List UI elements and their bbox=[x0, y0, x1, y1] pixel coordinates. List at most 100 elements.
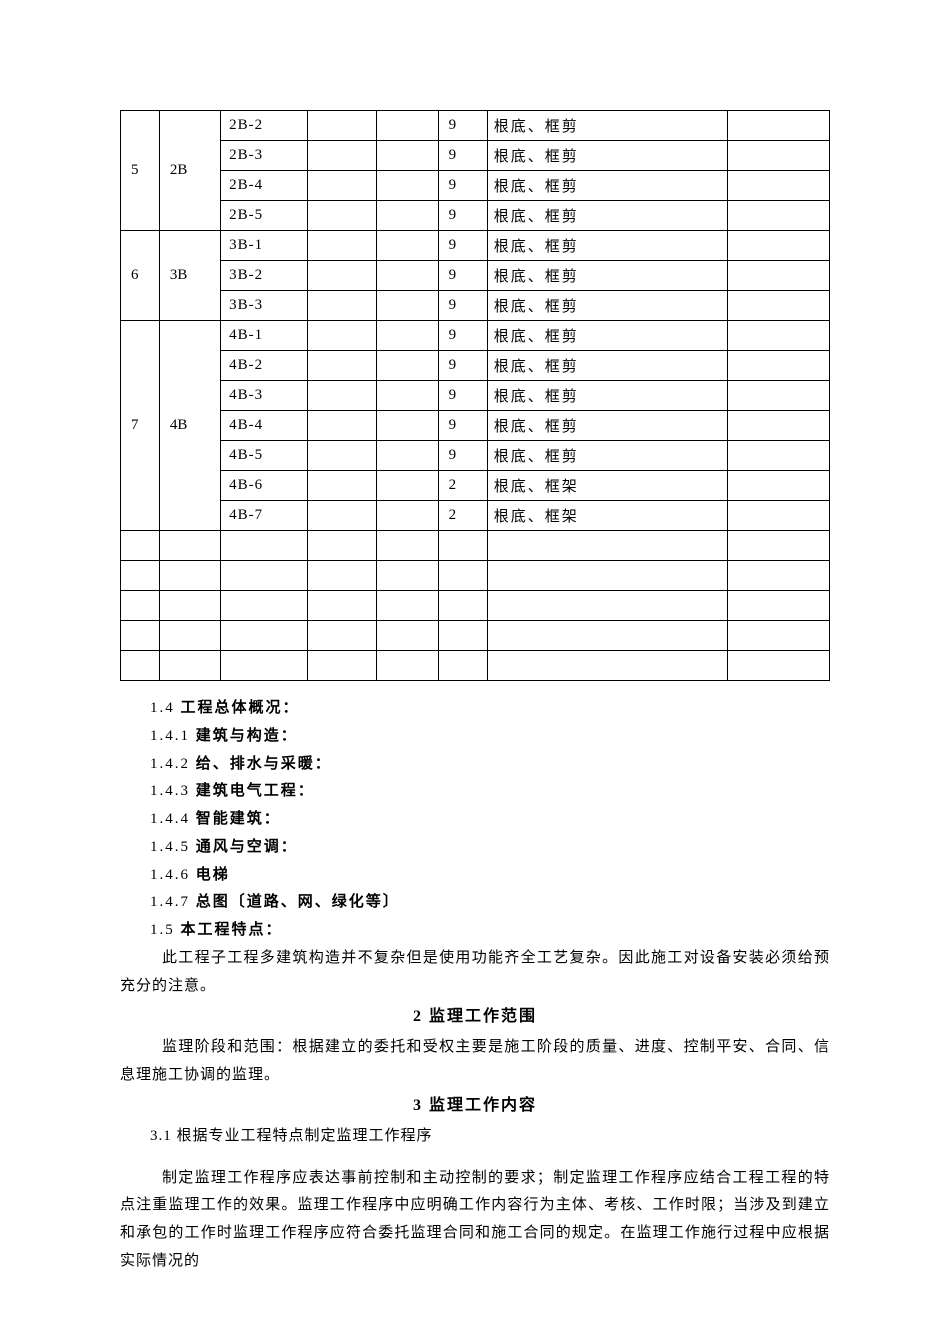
group-cell: 3B bbox=[159, 231, 220, 321]
section-number: 1.4.7 bbox=[150, 894, 190, 910]
code-cell: 4B-1 bbox=[221, 321, 308, 351]
section-title: 建筑与构造： bbox=[196, 728, 298, 744]
table-row: 4B-49根底、框剪 bbox=[121, 411, 830, 441]
empty-cell bbox=[727, 471, 829, 501]
description-cell: 根底、框剪 bbox=[487, 231, 727, 261]
index-cell: 5 bbox=[121, 111, 160, 231]
empty-cell bbox=[377, 561, 438, 591]
table-row: 4B-59根底、框剪 bbox=[121, 441, 830, 471]
empty-cell bbox=[377, 111, 438, 141]
empty-cell bbox=[307, 141, 376, 171]
section-1-4-4: 1.4.4 智能建筑： bbox=[150, 806, 830, 834]
empty-cell bbox=[727, 651, 829, 681]
table-row: 3B-39根底、框剪 bbox=[121, 291, 830, 321]
heading-2: 2 监理工作范围 bbox=[120, 1002, 830, 1032]
empty-cell bbox=[307, 411, 376, 441]
table-row-empty bbox=[121, 591, 830, 621]
code-cell: 3B-1 bbox=[221, 231, 308, 261]
section-title: 电梯 bbox=[196, 867, 230, 883]
empty-cell bbox=[159, 651, 220, 681]
empty-cell bbox=[727, 291, 829, 321]
number-cell: 9 bbox=[438, 111, 487, 141]
number-cell: 2 bbox=[438, 471, 487, 501]
code-cell: 4B-7 bbox=[221, 501, 308, 531]
empty-cell bbox=[307, 111, 376, 141]
section-1-4-2: 1.4.2 给、排水与采暖： bbox=[150, 751, 830, 779]
table-row-empty bbox=[121, 621, 830, 651]
empty-cell bbox=[221, 591, 308, 621]
empty-cell bbox=[438, 621, 487, 651]
section-title: 智能建筑： bbox=[196, 811, 281, 827]
empty-cell bbox=[221, 651, 308, 681]
empty-cell bbox=[307, 321, 376, 351]
section-number: 1.4.4 bbox=[150, 811, 190, 827]
empty-cell bbox=[727, 321, 829, 351]
empty-cell bbox=[487, 531, 727, 561]
section-number: 1.5 bbox=[150, 922, 175, 938]
table-row: 3B-29根底、框剪 bbox=[121, 261, 830, 291]
empty-cell bbox=[377, 621, 438, 651]
empty-cell bbox=[377, 291, 438, 321]
table-row-empty bbox=[121, 651, 830, 681]
empty-cell bbox=[221, 621, 308, 651]
section-number: 1.4.3 bbox=[150, 783, 190, 799]
description-cell: 根底、框剪 bbox=[487, 321, 727, 351]
empty-cell bbox=[377, 591, 438, 621]
empty-cell bbox=[159, 621, 220, 651]
empty-cell bbox=[121, 621, 160, 651]
table-row: 74B4B-19根底、框剪 bbox=[121, 321, 830, 351]
empty-cell bbox=[727, 171, 829, 201]
empty-cell bbox=[121, 531, 160, 561]
empty-cell bbox=[438, 531, 487, 561]
table-row: 4B-39根底、框剪 bbox=[121, 381, 830, 411]
table-row: 4B-62根底、框架 bbox=[121, 471, 830, 501]
empty-cell bbox=[121, 591, 160, 621]
section-3-1: 3.1 根据专业工程特点制定监理工作程序 bbox=[150, 1123, 830, 1151]
empty-cell bbox=[121, 561, 160, 591]
description-cell: 根底、框剪 bbox=[487, 171, 727, 201]
empty-cell bbox=[377, 141, 438, 171]
description-cell: 根底、框架 bbox=[487, 471, 727, 501]
empty-cell bbox=[727, 381, 829, 411]
number-cell: 9 bbox=[438, 381, 487, 411]
empty-cell bbox=[121, 651, 160, 681]
empty-cell bbox=[438, 591, 487, 621]
number-cell: 9 bbox=[438, 411, 487, 441]
section-1-4-3: 1.4.3 建筑电气工程： bbox=[150, 778, 830, 806]
empty-cell bbox=[727, 561, 829, 591]
code-cell: 2B-2 bbox=[221, 111, 308, 141]
empty-cell bbox=[377, 441, 438, 471]
empty-cell bbox=[727, 231, 829, 261]
number-cell: 9 bbox=[438, 321, 487, 351]
code-cell: 3B-2 bbox=[221, 261, 308, 291]
empty-cell bbox=[307, 531, 376, 561]
empty-cell bbox=[377, 231, 438, 261]
empty-cell bbox=[377, 381, 438, 411]
empty-cell bbox=[159, 531, 220, 561]
empty-cell bbox=[307, 261, 376, 291]
empty-cell bbox=[377, 351, 438, 381]
heading-3: 3 监理工作内容 bbox=[120, 1091, 830, 1121]
empty-cell bbox=[307, 171, 376, 201]
section-1-4-1: 1.4.1 建筑与构造： bbox=[150, 723, 830, 751]
empty-cell bbox=[307, 561, 376, 591]
description-cell: 根底、框剪 bbox=[487, 441, 727, 471]
empty-cell bbox=[307, 231, 376, 261]
empty-cell bbox=[377, 171, 438, 201]
empty-cell bbox=[487, 591, 727, 621]
empty-cell bbox=[307, 591, 376, 621]
empty-cell bbox=[727, 351, 829, 381]
empty-cell bbox=[377, 321, 438, 351]
description-cell: 根底、框剪 bbox=[487, 201, 727, 231]
empty-cell bbox=[727, 441, 829, 471]
empty-cell bbox=[438, 651, 487, 681]
document-body: 1.4 工程总体概况： 1.4.1 建筑与构造： 1.4.2 给、排水与采暖： … bbox=[120, 695, 830, 1276]
section-title: 建筑电气工程： bbox=[196, 783, 315, 799]
empty-cell bbox=[307, 501, 376, 531]
empty-cell bbox=[438, 561, 487, 591]
section-title: 通风与空调： bbox=[196, 839, 298, 855]
empty-cell bbox=[377, 411, 438, 441]
empty-cell bbox=[307, 621, 376, 651]
empty-cell bbox=[487, 651, 727, 681]
number-cell: 9 bbox=[438, 261, 487, 291]
